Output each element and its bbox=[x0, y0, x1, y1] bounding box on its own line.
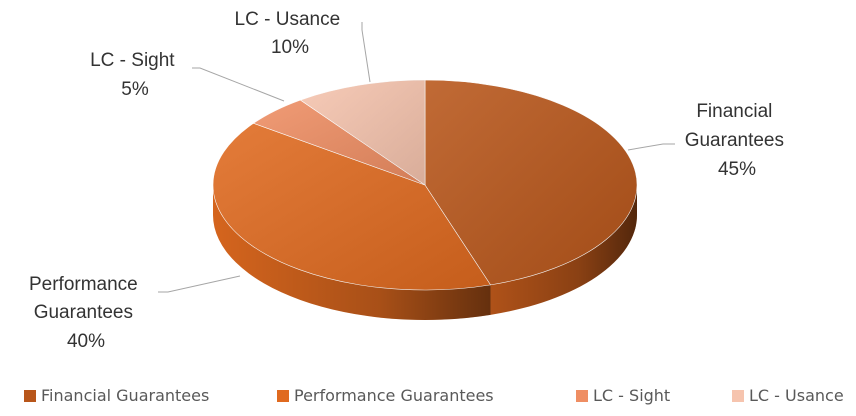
slice-label-lc-sight: LC - Sight 5% bbox=[90, 50, 180, 100]
legend-item-lc-usance: LC - Usance bbox=[732, 386, 844, 405]
slice-label-lc-usance: LC - Usance 10% bbox=[235, 9, 346, 58]
legend-item-financial: Financial Guarantees bbox=[24, 386, 209, 405]
slice-shade-lc-usance bbox=[300, 80, 425, 185]
slice-shade-financial bbox=[425, 80, 638, 285]
legend-label: Performance Guarantees bbox=[294, 386, 494, 405]
legend: Financial Guarantees Performance Guarant… bbox=[0, 386, 856, 412]
legend-label: Financial Guarantees bbox=[41, 386, 210, 405]
legend-item-performance: Performance Guarantees bbox=[277, 386, 494, 405]
legend-swatch bbox=[24, 389, 36, 402]
legend-swatch bbox=[576, 389, 588, 402]
legend-label: LC - Sight bbox=[593, 386, 671, 405]
legend-swatch bbox=[277, 389, 289, 402]
leader-lines bbox=[158, 22, 675, 293]
slice-label-performance: Performance Guarantees 40% bbox=[29, 274, 143, 352]
leader-line-lc-usance bbox=[361, 22, 371, 83]
slice-label-financial: Financial Guarantees 45% bbox=[685, 101, 790, 180]
legend-item-lc-sight: LC - Sight bbox=[576, 386, 670, 405]
slice-side-shade-financial bbox=[490, 185, 637, 315]
legend-swatch bbox=[732, 389, 744, 402]
slice-side-shade-performance bbox=[213, 185, 491, 320]
legend-label: LC - Usance bbox=[749, 386, 844, 405]
slice-shade-performance bbox=[213, 123, 491, 290]
pie-slices bbox=[212, 79, 638, 291]
leader-line-performance bbox=[158, 275, 241, 293]
leader-line-financial bbox=[627, 143, 675, 151]
pie-side-walls bbox=[213, 185, 637, 320]
slice-shade-lc-sight bbox=[253, 100, 425, 185]
leader-line-lc-sight bbox=[192, 67, 285, 102]
